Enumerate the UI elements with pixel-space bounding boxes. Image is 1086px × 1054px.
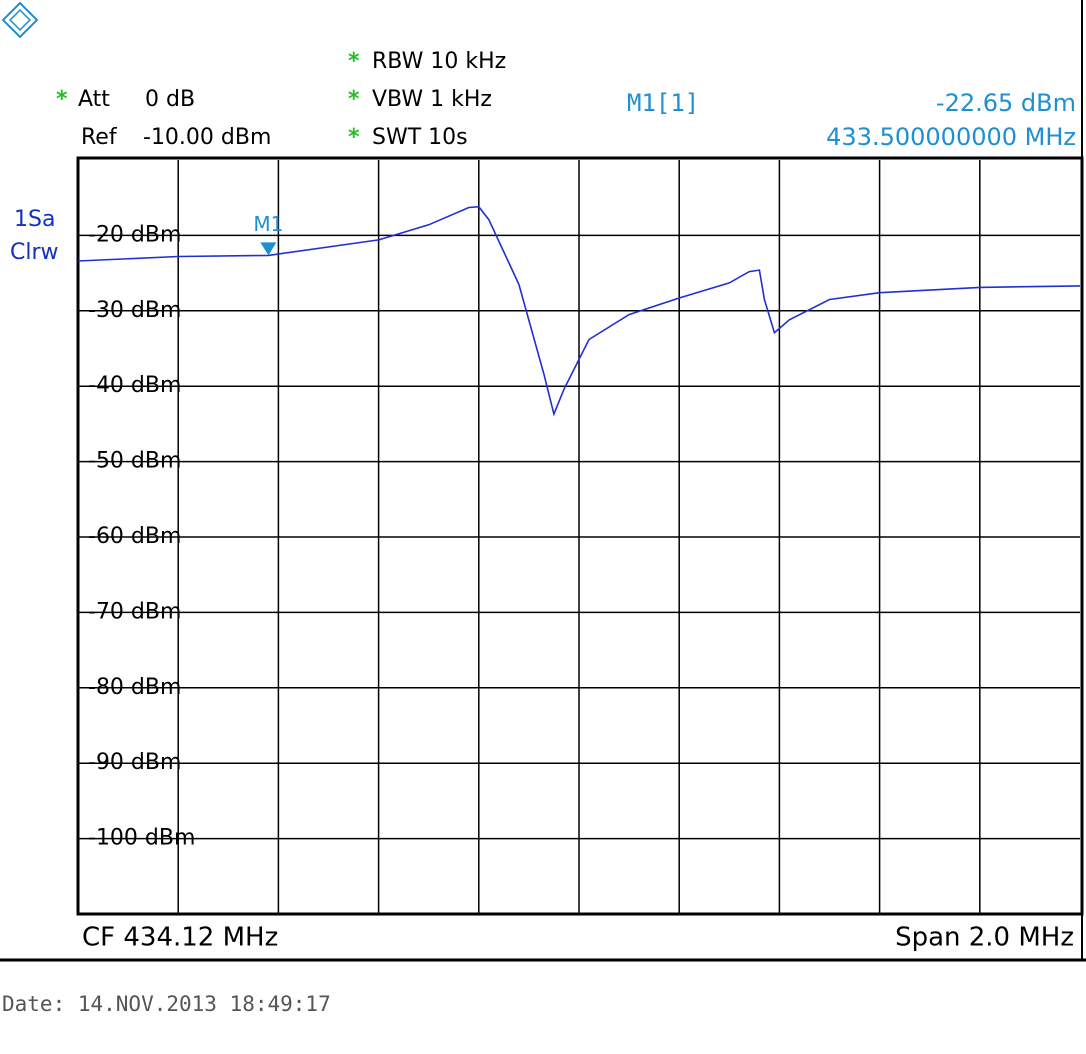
logo (1, 1, 39, 39)
y-tick-label: -40 dBm (88, 373, 181, 398)
trace-label: Clrw (10, 240, 59, 265)
y-tick-label: -70 dBm (88, 599, 181, 624)
setting-text: SWT 10s (372, 125, 468, 150)
marker-label: M1 (253, 212, 283, 236)
y-tick-label: -50 dBm (88, 449, 181, 474)
setting-star: * (348, 125, 360, 150)
setting-value: 0 dB (145, 87, 195, 112)
y-tick-label: -100 dBm (88, 826, 195, 851)
trace (77, 205, 1081, 417)
date: Date: 14.NOV.2013 18:49:17 (2, 992, 331, 1016)
center-frequency: CF 434.12 MHz (82, 923, 278, 953)
y-tick-label: -30 dBm (88, 298, 181, 323)
y-tick-label: -60 dBm (88, 524, 181, 549)
setting-value: -10.00 dBm (143, 125, 271, 150)
marker-frequency: 433.500000000 MHz (826, 123, 1076, 151)
y-tick-label: -90 dBm (88, 750, 181, 775)
setting-star: * (348, 87, 360, 112)
plot-frame (76, 156, 1084, 916)
setting-name: Att (78, 87, 110, 112)
setting-star: * (56, 87, 68, 112)
setting-name: Ref (81, 125, 118, 150)
y-tick-label: -20 dBm (88, 222, 181, 247)
setting-text: VBW 1 kHz (372, 87, 492, 112)
y-tick-label: -80 dBm (88, 675, 181, 700)
marker-level: -22.65 dBm (936, 89, 1076, 117)
setting-text: RBW 10 kHz (372, 49, 506, 74)
setting-star: * (348, 49, 360, 74)
marker (260, 242, 277, 256)
span: Span 2.0 MHz (895, 923, 1074, 953)
marker-title: M1[1] (627, 89, 699, 117)
trace-label: 1Sa (14, 207, 55, 232)
